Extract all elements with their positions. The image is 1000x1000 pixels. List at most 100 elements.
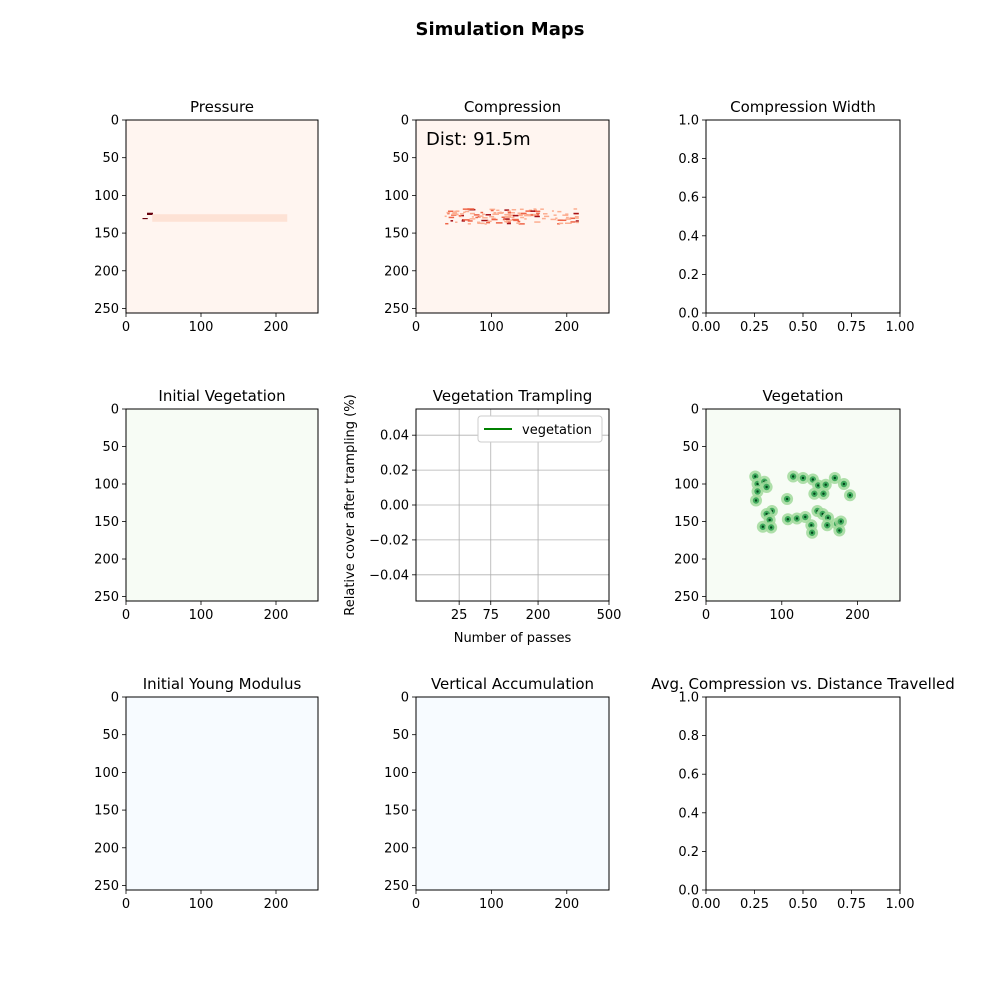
axes-frame [705,696,901,891]
compression-mark [569,217,576,220]
x-tick-label: 0.25 [740,897,769,912]
x-tick-label: 0 [412,897,420,912]
vegetation-patch-center [810,531,814,534]
compression-mark [496,209,500,212]
compression-mark [485,214,492,216]
x-tick-label: 0 [702,608,710,623]
y-tick-label: 50 [682,440,699,455]
compression-mark [493,211,497,214]
compression-mark [467,208,475,210]
compression-mark [461,214,464,217]
compression-mark [459,213,465,215]
vegetation-patch-center [761,525,765,528]
vegetation-patch-center [791,475,795,478]
x-tick-label: 100 [479,320,504,335]
x-tick-label: 100 [189,320,214,335]
compression-mark [511,216,515,219]
vegetation-patch-center [848,494,852,497]
y-tick-label: 100 [94,766,119,781]
x-tick-label: 100 [189,897,214,912]
compression-mark [477,221,481,224]
y-tick-label: 150 [94,515,119,530]
compression-mark [503,218,510,220]
compression-mark [516,214,523,217]
panel-title: Avg. Compression vs. Distance Travelled [651,675,955,693]
x-tick-label: 0 [412,320,420,335]
panel-title: Vegetation Trampling [433,387,592,405]
compression-mark [461,220,465,222]
compression-mark [450,220,454,222]
axes-frame [125,696,319,891]
axes-frame [705,119,901,314]
y-tick-label: 0.4 [678,806,699,821]
vegetation-patch-center [822,492,825,495]
x-tick-label: 0.50 [789,897,818,912]
x-tick-label: 1.00 [886,320,915,335]
vegetation-patch-center [754,475,757,478]
y-tick-label: 50 [102,440,119,455]
y-tick-label: 0 [691,403,699,418]
x-tick-label: 75 [482,608,499,623]
y-tick-label: 0.2 [678,845,699,860]
y-tick-label: 150 [94,227,119,242]
compression-mark [506,222,511,225]
y-tick-label: 200 [94,841,119,856]
vegetation-patch-center [826,516,830,519]
compression-mark [520,212,527,215]
compression-mark [497,211,504,214]
compression-mark [467,223,471,225]
compression-mark [534,215,540,218]
heatmap-image [126,697,318,890]
y-tick-label: 0 [111,403,119,418]
y-tick-label: 250 [384,879,409,894]
compression-mark [444,215,447,218]
heatmap-image [126,409,318,601]
compression-mark [489,208,496,211]
compression-mark [553,214,557,216]
panel-initial_young_modulus: 0 100 200 0 50 100 150 200 250 Initial Young Modu… [94,675,319,912]
panel-pressure: 0 100 200 0 50 100 150 200 250 Pressure [94,98,319,335]
y-tick-label: 0 [401,691,409,706]
compression-mark [451,213,459,216]
compression-mark [534,221,541,223]
axes-frame [125,408,319,602]
compression-mark [481,219,489,222]
panel-compression_width: 0.00 0.25 0.50 0.75 1.00 0.0 0.2 0.4 0.6 0.8 1.0 Co… [678,98,914,335]
compression-mark [518,223,525,225]
vegetation-patch-center [813,492,816,495]
distance-annotation: Dist: 91.5m [426,129,531,150]
compression-mark [480,211,484,214]
compression-mark [536,212,540,215]
vegetation-patch-center [826,524,829,527]
compression-mark [530,210,536,212]
y-tick-label: 0.2 [678,268,699,283]
compression-mark [510,211,515,214]
compression-mark [505,219,513,221]
y-tick-label: 0 [401,114,409,129]
compression-mark [565,216,569,219]
compression-mark [469,218,476,220]
y-tick-label: 0.0 [678,307,699,322]
compression-mark [540,208,544,210]
compression-mark [524,218,527,220]
compression-mark [477,222,483,225]
x-tick-label: 200 [845,608,870,623]
compression-mark [458,215,461,217]
compression-mark [555,217,558,219]
compression-mark [504,216,511,218]
x-axis-label: Number of passes [454,631,572,646]
vegetation-patch-center [786,518,790,521]
x-tick-label: 100 [769,608,794,623]
x-tick-label: 200 [554,320,579,335]
compression-mark [473,214,480,216]
compression-mark [520,216,525,219]
compression-mark [489,215,495,218]
compression-mark [530,214,534,216]
compression-mark [479,215,484,217]
compression-mark [507,211,512,214]
heatmap-image [416,697,609,890]
y-tick-label: 200 [384,841,409,856]
y-tick-label: 0.8 [678,729,699,744]
y-tick-label: 250 [94,590,119,605]
x-tick-label: 0 [122,320,130,335]
